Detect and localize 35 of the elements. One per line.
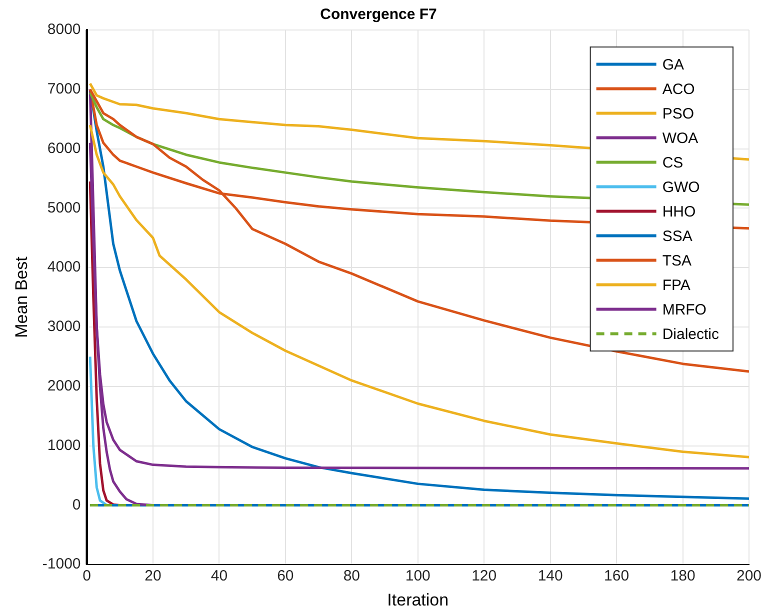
legend-label: FPA (662, 276, 690, 294)
legend-label: HHO (662, 203, 696, 220)
y-tick-label: 3000 (47, 318, 81, 336)
x-tick-label: 120 (472, 568, 497, 585)
x-tick-label: 20 (144, 568, 162, 585)
y-tick-label: 0 (72, 496, 81, 514)
x-axis-title: Iteration (387, 590, 449, 610)
legend-label: CS (662, 154, 684, 172)
legend-label: ACO (662, 80, 695, 98)
x-tick-label: 180 (670, 568, 696, 585)
legend-label: GA (662, 56, 684, 74)
legend-label: Dialectic (662, 326, 720, 343)
y-tick-label: 6000 (47, 140, 81, 157)
legend-label: MRFO (662, 301, 706, 318)
x-tick-label: 80 (343, 568, 360, 585)
y-tick-label: -1000 (42, 556, 81, 573)
x-tick-label: 40 (210, 568, 228, 585)
y-tick-label: 7000 (47, 80, 81, 98)
x-tick-label: 100 (405, 568, 430, 585)
y-tick-label: 4000 (47, 258, 81, 276)
legend-label: SSA (662, 228, 692, 245)
x-tick-label: 140 (538, 568, 563, 585)
x-tick-label: 60 (277, 568, 294, 585)
legend-label: GWO (662, 178, 700, 196)
chart-title: Convergence F7 (320, 6, 437, 24)
y-axis-title: Mean Best (12, 256, 31, 338)
x-tick-label: 200 (736, 568, 762, 585)
y-tick-label: 2000 (47, 378, 81, 395)
y-tick-label: 8000 (47, 21, 81, 38)
y-tick-label: 1000 (47, 436, 81, 454)
x-tick-label: 160 (604, 568, 630, 585)
legend-label: WOA (662, 130, 698, 147)
legend-label: PSO (662, 105, 694, 122)
legend-label: TSA (662, 252, 692, 270)
y-tick-label: 5000 (47, 199, 81, 216)
